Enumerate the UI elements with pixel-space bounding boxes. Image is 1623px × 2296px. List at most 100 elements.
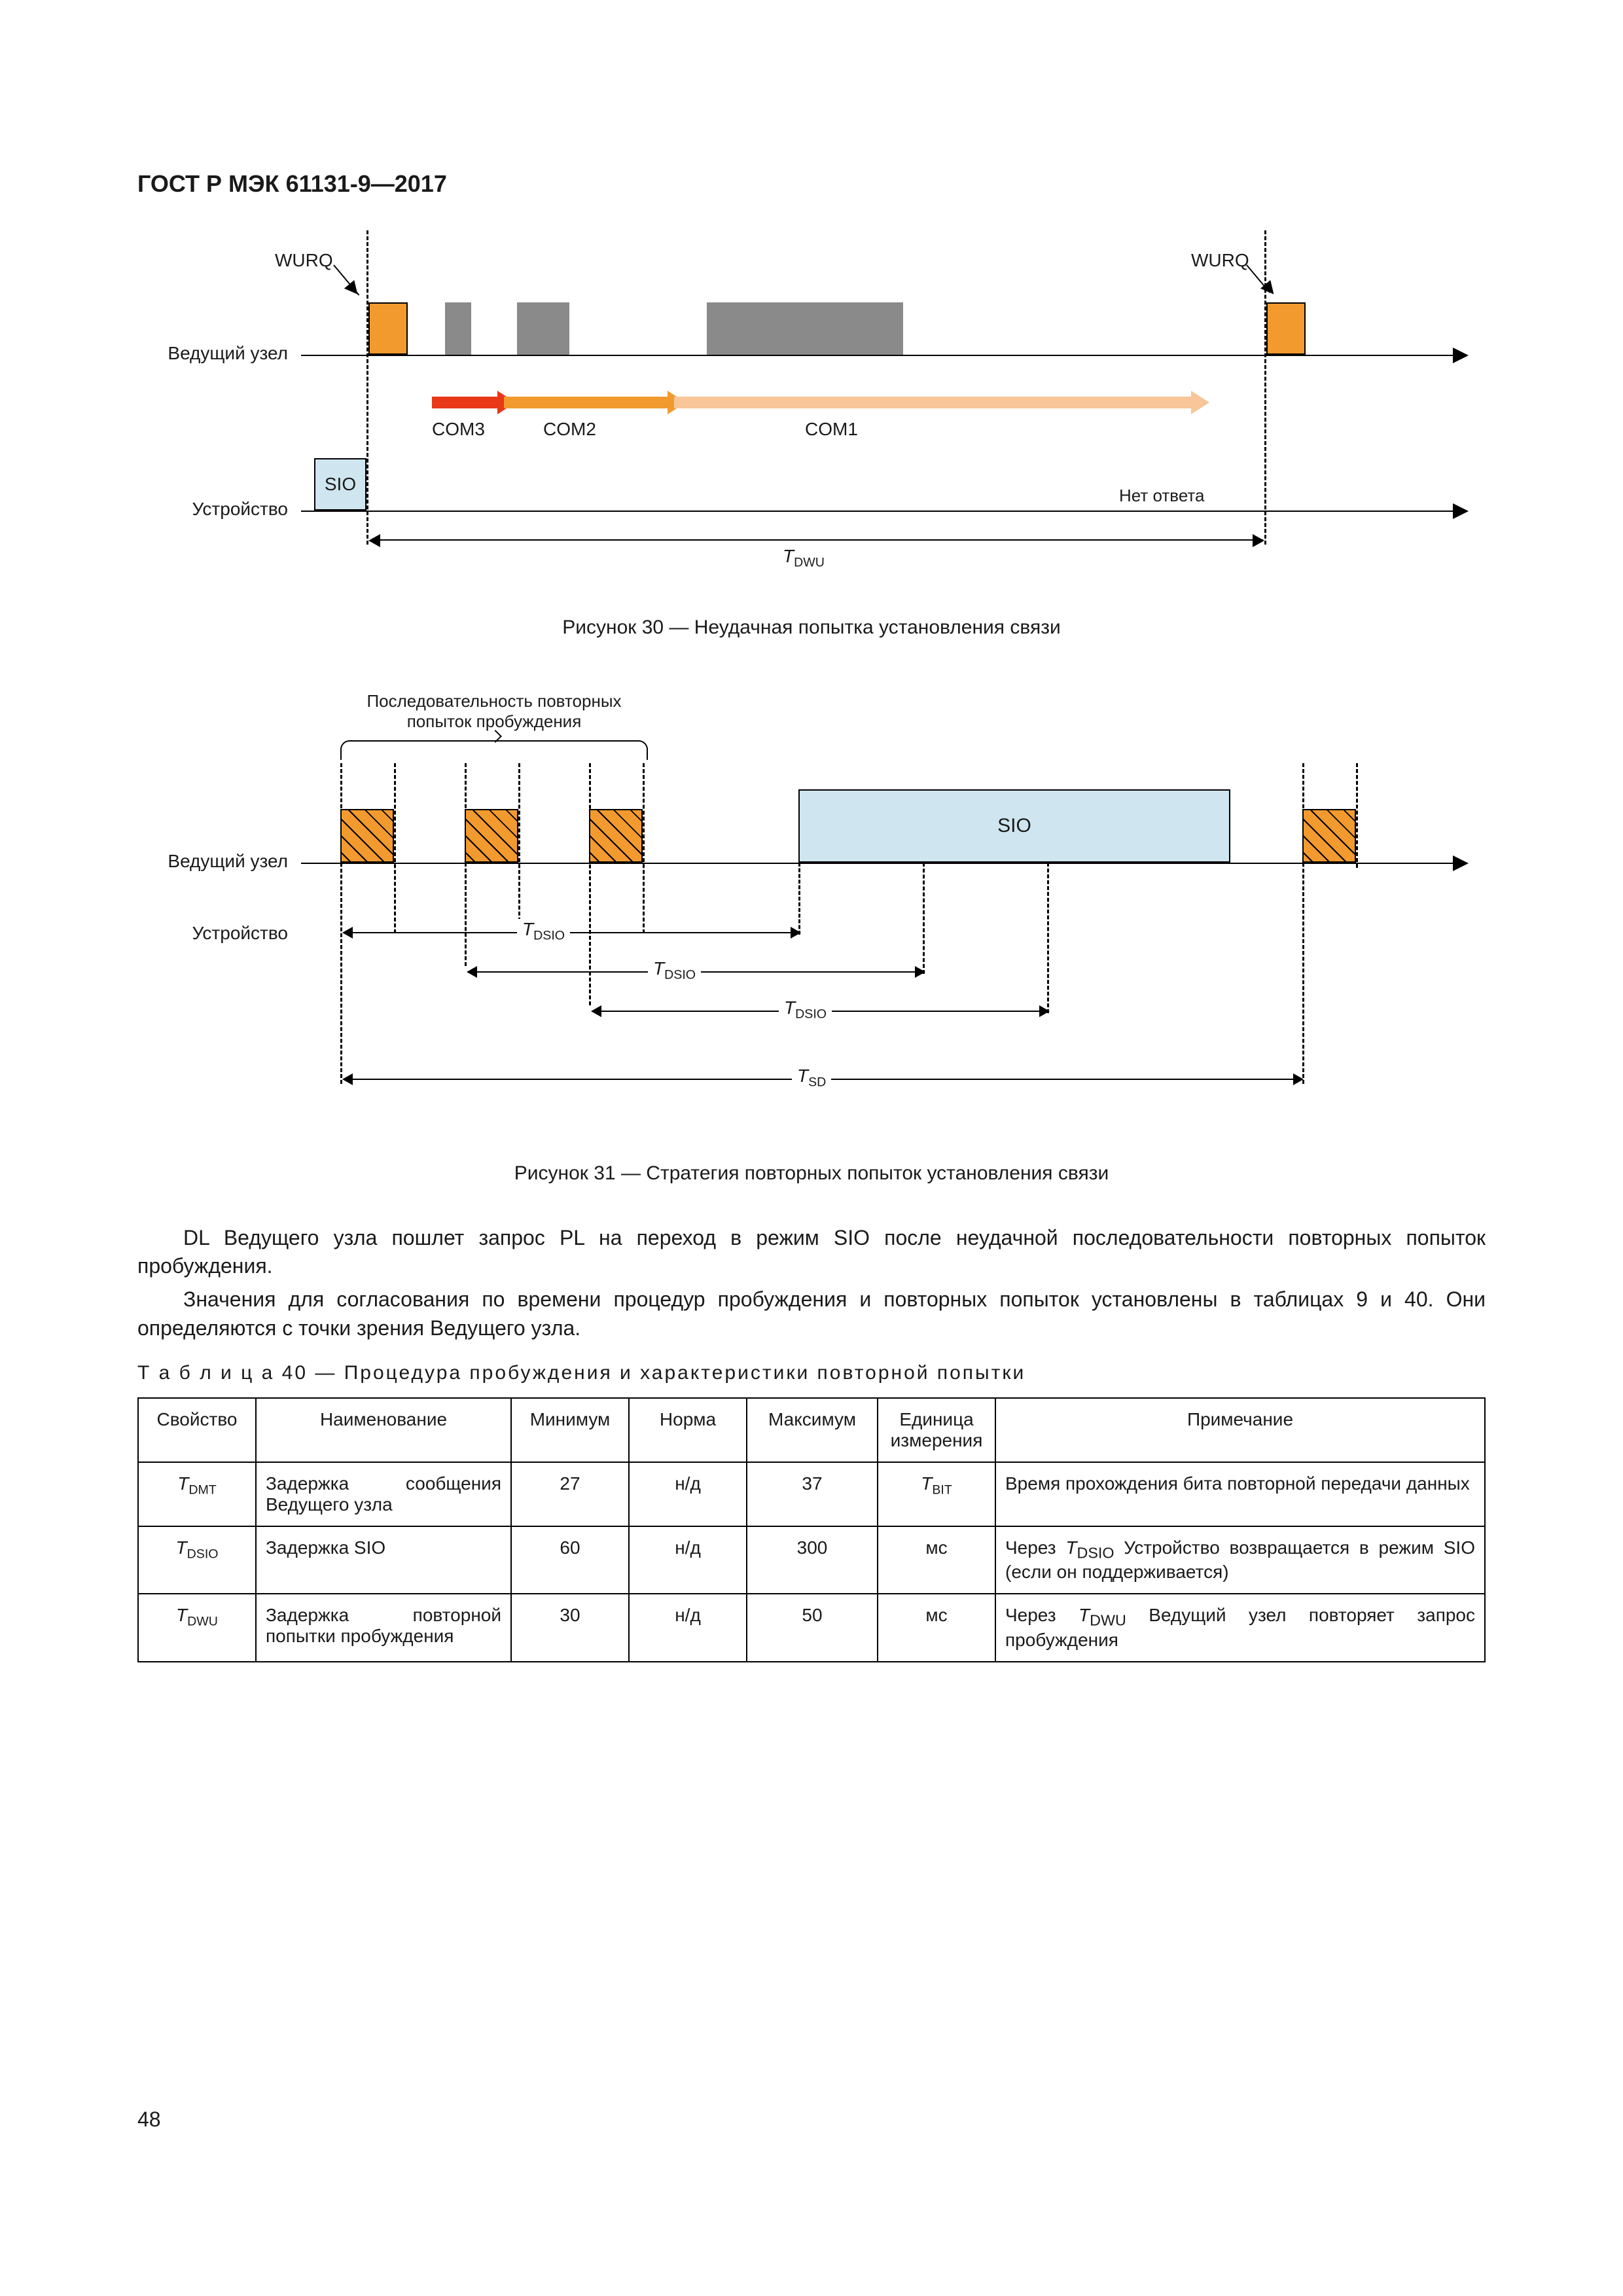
cell-norm: н/д (629, 1594, 747, 1662)
dash-line (394, 763, 396, 933)
table-40-caption: Т а б л и ц а 40 — Процедура пробуждения… (137, 1362, 1486, 1384)
cell-max: 300 (747, 1526, 878, 1594)
figure-30: Ведущий узел Устройство WURQ WURQ COM3 C… (137, 224, 1486, 603)
wurq-label: WURQ (1191, 250, 1249, 271)
figure-31-caption: Рисунок 31 — Стратегия повторных попыток… (137, 1162, 1486, 1185)
arrow-head-icon (368, 534, 380, 547)
cell-max: 50 (747, 1594, 878, 1662)
com2-label: COM2 (543, 419, 596, 440)
th-max: Максимум (747, 1398, 878, 1462)
arrow-head-icon (1191, 391, 1209, 414)
wurq-pulse (1266, 302, 1306, 355)
wurq-label: WURQ (275, 250, 333, 271)
paragraph-2: Значения для согласования по времени про… (137, 1285, 1486, 1342)
doc-header: ГОСТ Р МЭК 61131-9—2017 (137, 170, 1486, 198)
com3-arrow (432, 397, 504, 408)
table-header-row: Свойство Наименование Минимум Норма Макс… (138, 1398, 1485, 1462)
th-prop: Свойство (138, 1398, 256, 1462)
figure-30-caption: Рисунок 30 — Неудачная попытка установле… (137, 617, 1486, 639)
arrow-head-icon (342, 927, 353, 939)
cell-prop: TDSIO (138, 1526, 256, 1594)
arrow-head-icon (467, 966, 477, 978)
dim-line (346, 932, 797, 933)
caption-rest: 40 — Процедура пробуждения и характерист… (274, 1362, 1026, 1384)
com1-arrow (674, 397, 1198, 408)
th-min: Минимум (511, 1398, 629, 1462)
hatched-pulse (465, 809, 518, 863)
hatched-pulse (589, 809, 643, 863)
arrow-head-icon (591, 1005, 601, 1017)
fig30-master-label: Ведущий узел (137, 343, 288, 364)
arrow-head-icon (342, 1073, 353, 1085)
tdwu-t: T (783, 546, 794, 566)
hatched-pulse (1302, 809, 1356, 863)
arrow-head-icon (1039, 1005, 1050, 1017)
grey-pulse (707, 302, 903, 355)
arrow-icon (1453, 348, 1469, 363)
hatched-pulse (340, 809, 394, 863)
arrow-head-icon (915, 966, 925, 978)
tsd-label: TSD (792, 1066, 831, 1090)
tdwu-dimension (372, 539, 1263, 541)
dash-line (643, 763, 645, 933)
cell-min: 30 (511, 1594, 629, 1662)
paragraph-1: DL Ведущего узла пошлет запрос PL на пер… (137, 1224, 1486, 1280)
fig30-master-timeline (301, 355, 1453, 356)
arrow-head-icon (1253, 534, 1264, 547)
seq-label: Последовательность повторных попыток про… (340, 691, 648, 732)
callout-arrow-icon (344, 280, 363, 298)
sio-region: SIO (798, 789, 1230, 863)
cell-name: Задержка сообщения Ведущего узла (256, 1462, 511, 1526)
table-row: TDSIOЗадержка SIO60н/д300мсЧерез TDSIO У… (138, 1526, 1485, 1594)
dash-line (798, 863, 800, 935)
th-norm: Норма (629, 1398, 747, 1462)
figure-31: Последовательность повторных попыток про… (137, 678, 1486, 1149)
tdsio-label: TDSIO (779, 997, 832, 1022)
page-number: 48 (137, 2108, 161, 2132)
arrow-head-icon (791, 927, 801, 939)
tdsio-label: TDSIO (648, 958, 701, 983)
cell-unit: мс (878, 1526, 995, 1594)
dash-line (465, 763, 467, 966)
tdsio-label: TDSIO (517, 919, 570, 944)
cell-unit: мс (878, 1594, 995, 1662)
cell-prop: TDWU (138, 1594, 256, 1662)
table-row: TDWUЗадержка повторной попытки пробужден… (138, 1594, 1485, 1662)
dash-line (1047, 863, 1049, 1013)
th-name: Наименование (256, 1398, 511, 1462)
callout-arrow-icon (1260, 280, 1279, 298)
cell-name: Задержка SIO (256, 1526, 511, 1594)
arrow-icon (1453, 855, 1469, 871)
cell-note: Через TDWU Ведущий узел повторяет запрос… (995, 1594, 1485, 1662)
cell-name: Задержка повторной попытки пробуждения (256, 1594, 511, 1662)
dash-line (1264, 230, 1266, 545)
dash-line (923, 863, 925, 974)
fig30-device-label: Устройство (137, 499, 288, 520)
com1-label: COM1 (805, 419, 858, 440)
fig31-master-label: Ведущий узел (137, 851, 288, 872)
grey-pulse (445, 302, 471, 355)
th-unit: Единица измерения (878, 1398, 995, 1462)
arrow-head-icon (1293, 1073, 1304, 1085)
cell-norm: н/д (629, 1526, 747, 1594)
dash-line (518, 763, 520, 933)
cell-norm: н/д (629, 1462, 747, 1526)
cell-note: Через TDSIO Устройство возвращается в ре… (995, 1526, 1485, 1594)
cell-unit: TBIT (878, 1462, 995, 1526)
cell-prop: TDMT (138, 1462, 256, 1526)
cell-max: 37 (747, 1462, 878, 1526)
caption-word: Т а б л и ц а (137, 1362, 274, 1384)
fig31-device-label: Устройство (137, 923, 288, 944)
no-answer-label: Нет ответа (1119, 486, 1205, 506)
com2-arrow (504, 397, 674, 408)
dash-line (366, 230, 368, 545)
th-note: Примечание (995, 1398, 1485, 1462)
cell-min: 27 (511, 1462, 629, 1526)
table-40: Свойство Наименование Минимум Норма Макс… (137, 1397, 1486, 1662)
com3-label: COM3 (432, 419, 485, 440)
tdwu-sub: DWU (794, 556, 825, 570)
fig31-timeline (301, 863, 1453, 864)
table-row: TDMTЗадержка сообщения Ведущего узла27н/… (138, 1462, 1485, 1526)
fig30-device-timeline (301, 511, 1453, 512)
sio-box: SIO (314, 458, 366, 511)
